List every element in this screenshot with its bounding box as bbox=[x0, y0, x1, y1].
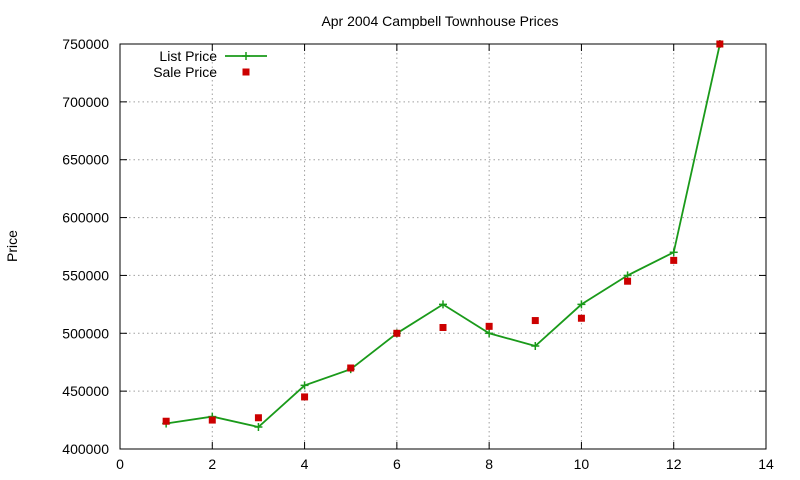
list-price-point bbox=[300, 381, 309, 390]
legend-label-sale-price: Sale Price bbox=[153, 64, 217, 80]
x-tick-label: 2 bbox=[208, 456, 216, 472]
x-tick-label: 8 bbox=[485, 456, 493, 472]
plot-frame bbox=[119, 43, 767, 450]
y-tick-label: 650000 bbox=[62, 152, 109, 168]
list-price-point bbox=[254, 423, 263, 432]
sale-price-point bbox=[393, 329, 401, 337]
x-tick-label: 10 bbox=[574, 456, 590, 472]
sale-price-point bbox=[485, 322, 493, 330]
sale-price-point bbox=[301, 393, 309, 401]
legend-swatch-list-price bbox=[225, 52, 267, 60]
sale-price-point bbox=[254, 414, 262, 422]
x-tick-label: 12 bbox=[666, 456, 682, 472]
list-price-point bbox=[485, 329, 494, 338]
grid-layer bbox=[120, 44, 766, 449]
y-tick-label: 750000 bbox=[62, 36, 109, 52]
y-tick-label: 450000 bbox=[62, 383, 109, 399]
sale-price-point bbox=[347, 364, 355, 372]
sale-price-point bbox=[716, 40, 724, 48]
x-tick-label: 4 bbox=[301, 456, 309, 472]
list-price-point bbox=[531, 342, 540, 351]
sale-price-point bbox=[162, 417, 170, 425]
sale-price-point bbox=[577, 314, 585, 322]
x-tick-label: 0 bbox=[116, 456, 124, 472]
y-tick-label: 550000 bbox=[62, 267, 109, 283]
x-tick-label: 14 bbox=[758, 456, 774, 472]
legend-swatch-sale-price bbox=[242, 68, 250, 76]
sale-price-point bbox=[208, 416, 216, 424]
legend: List Price Sale Price bbox=[153, 48, 267, 80]
sale-price-point bbox=[531, 317, 539, 325]
sale-price-point bbox=[670, 256, 678, 264]
x-tick-label: 6 bbox=[393, 456, 401, 472]
sale-price-point bbox=[624, 277, 632, 285]
series-layer bbox=[162, 40, 724, 432]
legend-label-list-price: List Price bbox=[159, 48, 217, 64]
chart-title: Apr 2004 Campbell Townhouse Prices bbox=[321, 13, 558, 29]
y-tick-label: 400000 bbox=[62, 441, 109, 457]
sale-price-point bbox=[439, 324, 447, 331]
y-tick-label: 500000 bbox=[62, 325, 109, 341]
y-tick-label: 600000 bbox=[62, 210, 109, 226]
tick-layer: 0 2 4 6 8 10 12 14 400000 450000 500000 550000 60000… bbox=[62, 36, 774, 472]
legend-list-price-marker bbox=[242, 52, 250, 60]
list-price-point bbox=[669, 248, 678, 257]
list-price-point bbox=[439, 300, 447, 309]
y-axis-label: Price bbox=[4, 230, 20, 262]
y-tick-label: 700000 bbox=[62, 94, 109, 110]
legend-sale-price-marker bbox=[242, 68, 250, 76]
list-price-point bbox=[577, 300, 586, 309]
